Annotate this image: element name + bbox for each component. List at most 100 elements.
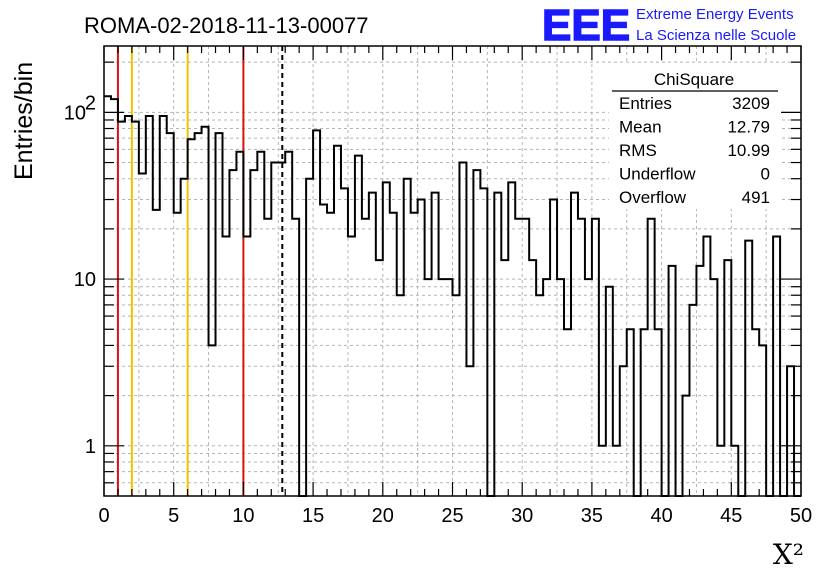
stats-row-label: Overflow — [619, 188, 687, 207]
stats-row-value: 10.99 — [727, 141, 770, 160]
stats-row-value: 0 — [761, 165, 770, 184]
histogram-bin — [341, 188, 348, 496]
histogram-bin — [167, 133, 174, 496]
stats-row-label: Entries — [619, 94, 672, 113]
histogram-bin — [578, 219, 585, 496]
histogram-bin — [787, 366, 794, 496]
histogram-bin — [550, 200, 557, 496]
histogram-bin — [404, 179, 411, 496]
histogram-bin — [188, 139, 195, 496]
histogram-bin — [669, 266, 676, 496]
chart-title: ROMA-02-2018-11-13-00077 — [84, 13, 369, 38]
histogram-bin — [473, 170, 480, 496]
stats-rows: Entries 3209 Mean 12.79 RMS 10.99 Underflow 0 Ov… — [619, 94, 770, 207]
histogram-bin — [432, 193, 439, 496]
histogram-bin — [257, 152, 264, 496]
histogram-bin — [355, 156, 362, 496]
histogram-bin — [752, 329, 759, 496]
histogram-bin — [759, 345, 766, 496]
x-tick-label: 50 — [790, 505, 812, 527]
histogram-bin — [745, 241, 752, 496]
histogram-bin — [641, 329, 648, 496]
x-tick-label: 40 — [650, 505, 672, 527]
histogram-bin — [571, 193, 578, 496]
histogram-bin — [592, 219, 599, 496]
histogram-bin — [703, 237, 710, 496]
histogram-bin — [655, 329, 662, 496]
histogram-bin — [313, 130, 320, 496]
histogram-bin — [362, 219, 369, 496]
histogram-bin — [174, 213, 181, 496]
eee-logo: EEE — [542, 1, 630, 50]
stats-row-value: 12.79 — [727, 118, 770, 137]
y-tick-label: 10 — [74, 269, 96, 291]
histogram-bin — [125, 116, 132, 496]
histogram-bin — [153, 210, 160, 496]
x-tick-label: 35 — [581, 505, 603, 527]
histogram-outline — [104, 95, 801, 497]
stats-title: ChiSquare — [654, 70, 734, 89]
histogram-bin — [320, 205, 327, 496]
histogram-bin — [522, 219, 529, 496]
histogram-bin — [348, 237, 355, 496]
stats-box-background — [609, 63, 781, 209]
histogram-bin — [111, 99, 118, 496]
histogram-bin — [446, 279, 453, 496]
histogram-series — [104, 95, 801, 497]
histogram-bin — [564, 329, 571, 496]
histogram-bin — [515, 219, 522, 496]
x-tick-label: 30 — [511, 505, 533, 527]
x-tick-label: 5 — [168, 505, 179, 527]
histogram-bin — [606, 287, 613, 496]
stats-row-label: Underflow — [619, 165, 696, 184]
histogram-bin — [285, 152, 292, 496]
histogram-bin — [229, 170, 236, 496]
histogram-bin — [418, 200, 425, 496]
histogram-bin — [292, 219, 299, 496]
x-tick-label: 25 — [441, 505, 463, 527]
histogram-bin — [696, 266, 703, 496]
histogram-bin — [202, 127, 209, 496]
histogram-bin — [508, 182, 515, 496]
histogram-bin — [146, 116, 153, 496]
histogram-bin — [683, 396, 690, 496]
histogram-bin — [264, 219, 271, 496]
stats-box: ChiSquare Entries 3209 Mean 12.79 RMS 10.99 Un… — [609, 63, 781, 209]
y-tick-label: 1 — [85, 436, 96, 458]
histogram-bin — [411, 213, 418, 496]
histogram-bin — [717, 446, 724, 496]
histogram-bin — [529, 260, 536, 496]
brand-line-1: Extreme Energy Events — [636, 6, 794, 23]
histogram-bin — [132, 122, 139, 496]
histogram-bin — [397, 295, 404, 496]
histogram-bin — [724, 260, 731, 496]
stats-row-value: 491 — [742, 188, 770, 207]
x-tick-label: 15 — [302, 505, 324, 527]
stats-row-label: Mean — [619, 118, 662, 137]
histogram-bin — [104, 96, 111, 496]
histogram-bin — [773, 237, 780, 496]
histogram-bin — [466, 366, 473, 496]
histogram-bin — [620, 366, 627, 496]
histogram-bin — [627, 329, 634, 496]
stats-row-label: RMS — [619, 141, 657, 160]
histogram-bin — [327, 213, 334, 496]
histogram-bin — [271, 163, 278, 496]
histogram-bin — [501, 260, 508, 496]
x-tick-label: 20 — [372, 505, 394, 527]
histogram-bin — [585, 279, 592, 496]
axis-ticks — [103, 46, 802, 496]
histogram-bin — [599, 446, 606, 496]
histogram-bin — [195, 133, 202, 496]
histogram-bin — [439, 279, 446, 496]
stats-row-value: 3209 — [732, 94, 770, 113]
histogram-bin — [209, 345, 216, 496]
x-tick-label: 45 — [720, 505, 742, 527]
histogram-bin — [480, 188, 487, 496]
histogram-bin — [243, 237, 250, 496]
histogram-bin — [376, 260, 383, 496]
histogram-bin — [160, 116, 167, 496]
x-axis-label: X² — [773, 538, 804, 571]
